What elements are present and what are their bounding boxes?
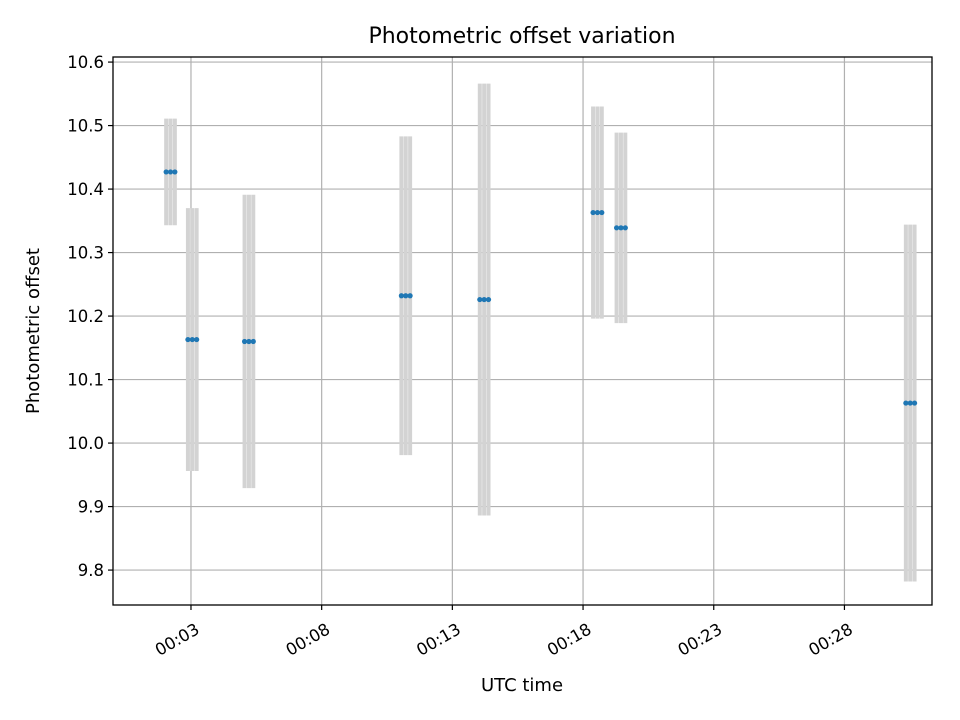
y-tick-label: 9.8 [78, 561, 104, 580]
y-axis-label: Photometric offset [23, 248, 44, 414]
point-layer [163, 169, 918, 406]
data-point [185, 336, 191, 343]
data-point [163, 169, 169, 175]
x-axis-label: UTC time [481, 675, 563, 696]
y-tick-label: 10.2 [67, 307, 104, 326]
data-point [250, 338, 256, 345]
data-point [477, 296, 483, 303]
y-tick-label: 10.4 [67, 180, 104, 199]
data-point [481, 296, 487, 303]
data-point [398, 293, 404, 299]
data-point [172, 169, 178, 175]
data-point [194, 336, 200, 343]
data-point [590, 209, 596, 216]
data-point [618, 225, 624, 231]
y-tick-label: 10.5 [67, 117, 104, 136]
y-tick-label: 10.0 [67, 434, 104, 453]
data-point [907, 400, 913, 406]
data-point [167, 169, 174, 175]
y-tick-label: 10.6 [67, 53, 104, 72]
y-tick-label: 10.1 [67, 371, 104, 390]
data-point [246, 338, 252, 345]
data-point [911, 400, 918, 406]
data-point [403, 293, 409, 299]
data-point [485, 296, 492, 303]
y-tick-label: 10.3 [67, 244, 104, 263]
data-point [241, 338, 248, 345]
data-point [189, 336, 195, 343]
data-point [599, 209, 605, 216]
data-point [622, 225, 628, 231]
data-point [903, 400, 909, 406]
plot-frame [112, 56, 933, 606]
data-point [594, 209, 601, 216]
y-tick-label: 9.9 [78, 498, 104, 517]
data-point [407, 293, 413, 299]
chart-title: Photometric offset variation [368, 24, 675, 49]
data-point [613, 225, 620, 231]
